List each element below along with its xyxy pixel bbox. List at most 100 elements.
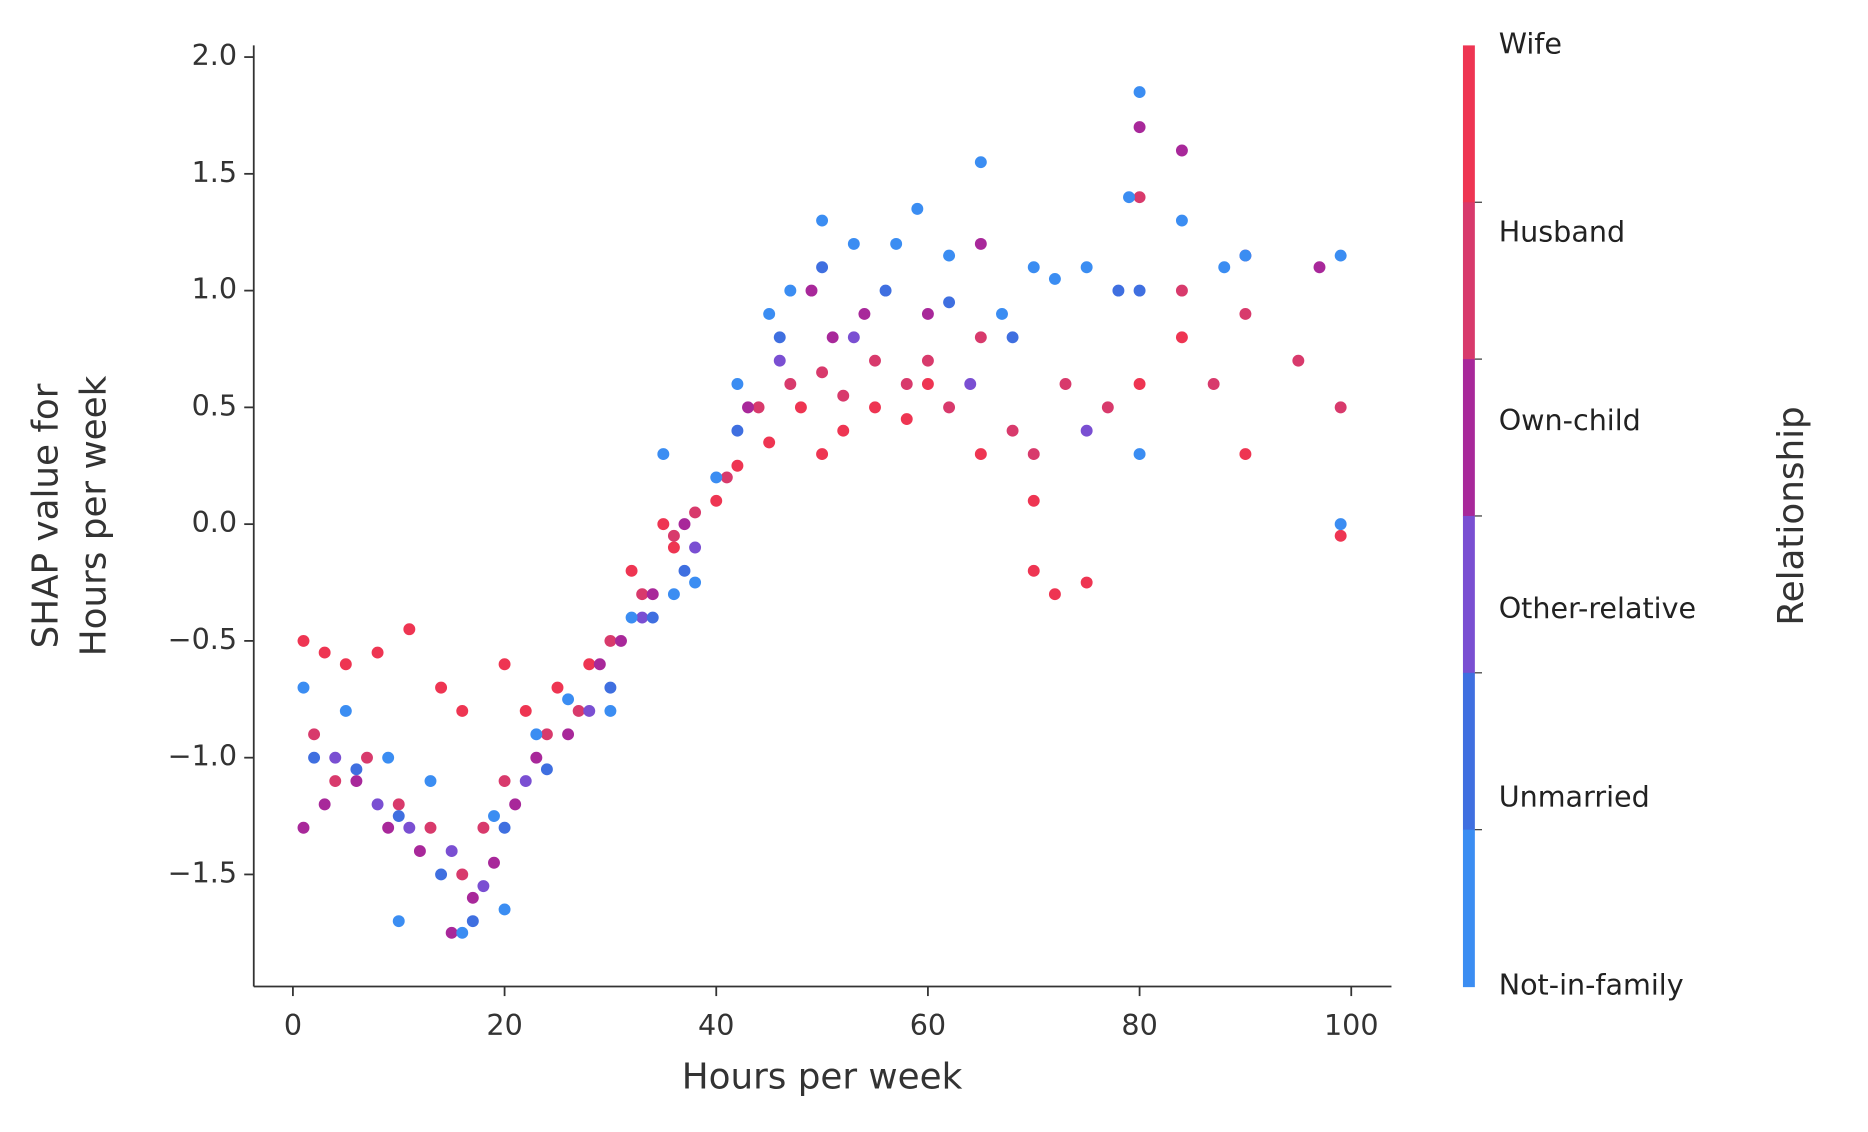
point — [678, 518, 691, 531]
point — [1334, 529, 1347, 542]
point — [858, 307, 871, 320]
point — [731, 378, 744, 390]
point — [498, 821, 511, 834]
point — [382, 751, 395, 764]
point — [1027, 261, 1040, 274]
point — [604, 634, 617, 647]
point — [869, 354, 881, 367]
colorbar-segment — [1462, 829, 1475, 988]
point — [540, 763, 553, 776]
y-tick-label: 2.0 — [192, 38, 237, 72]
point — [466, 891, 479, 904]
point — [498, 903, 511, 916]
point — [911, 202, 924, 215]
point — [604, 681, 617, 694]
point — [445, 926, 458, 939]
point — [1027, 448, 1040, 461]
point — [943, 249, 956, 262]
point — [604, 705, 617, 717]
colorbar-segment — [1462, 45, 1475, 203]
point — [530, 751, 543, 764]
point — [339, 705, 352, 717]
point — [1175, 214, 1188, 227]
x-tick-label: 40 — [698, 1008, 734, 1042]
point — [1080, 424, 1093, 437]
point — [329, 751, 342, 764]
point — [1133, 448, 1146, 461]
legend-label: Other-relative — [1499, 591, 1696, 625]
point — [498, 775, 511, 787]
point — [646, 611, 659, 624]
point — [1133, 284, 1146, 297]
point — [498, 658, 511, 671]
point — [350, 763, 363, 776]
point — [784, 284, 797, 297]
point — [371, 646, 384, 659]
point — [921, 378, 934, 390]
point — [731, 459, 744, 472]
point — [509, 798, 522, 811]
point — [1239, 307, 1252, 320]
point — [445, 845, 458, 858]
y-tick-label: −1.0 — [168, 739, 237, 773]
point — [371, 798, 384, 811]
point — [964, 378, 977, 390]
point — [1175, 331, 1188, 344]
point — [900, 378, 913, 390]
point — [339, 658, 352, 671]
point — [297, 821, 310, 834]
point — [752, 401, 765, 414]
point — [667, 541, 680, 554]
point — [329, 775, 342, 787]
point — [562, 693, 575, 706]
point — [974, 156, 987, 169]
x-tick-label: 0 — [284, 1008, 302, 1042]
point — [1027, 564, 1040, 577]
point — [466, 915, 479, 928]
point — [456, 868, 469, 881]
point — [667, 588, 680, 601]
point — [1334, 401, 1347, 414]
point — [805, 284, 818, 297]
point — [869, 401, 881, 414]
point — [773, 331, 786, 344]
point — [435, 681, 448, 694]
point — [1133, 378, 1146, 390]
point — [1292, 354, 1305, 367]
point — [689, 576, 702, 589]
legend-label: Own-child — [1499, 403, 1641, 437]
point — [816, 448, 829, 461]
point — [297, 634, 310, 647]
point — [361, 751, 373, 764]
point — [403, 821, 416, 834]
point — [1006, 424, 1019, 437]
point — [572, 705, 585, 717]
point — [1313, 261, 1326, 274]
point — [784, 378, 797, 390]
point — [1123, 191, 1135, 204]
x-tick-label: 100 — [1324, 1008, 1379, 1042]
point — [477, 880, 490, 893]
point — [1006, 331, 1019, 344]
point — [678, 564, 691, 577]
point — [1133, 121, 1146, 134]
point — [636, 588, 649, 601]
point — [710, 471, 723, 484]
point — [921, 354, 934, 367]
point — [794, 401, 807, 414]
point — [308, 728, 321, 741]
point — [974, 237, 987, 250]
point — [424, 821, 437, 834]
point — [816, 214, 829, 227]
point — [816, 366, 829, 379]
point — [636, 611, 649, 624]
point — [625, 564, 638, 577]
point — [625, 611, 638, 624]
legend-label: Wife — [1499, 26, 1562, 60]
point — [720, 471, 733, 484]
colorbar-label: Relationship — [1771, 406, 1812, 625]
point — [583, 658, 596, 671]
point — [413, 845, 426, 858]
point — [382, 821, 395, 834]
